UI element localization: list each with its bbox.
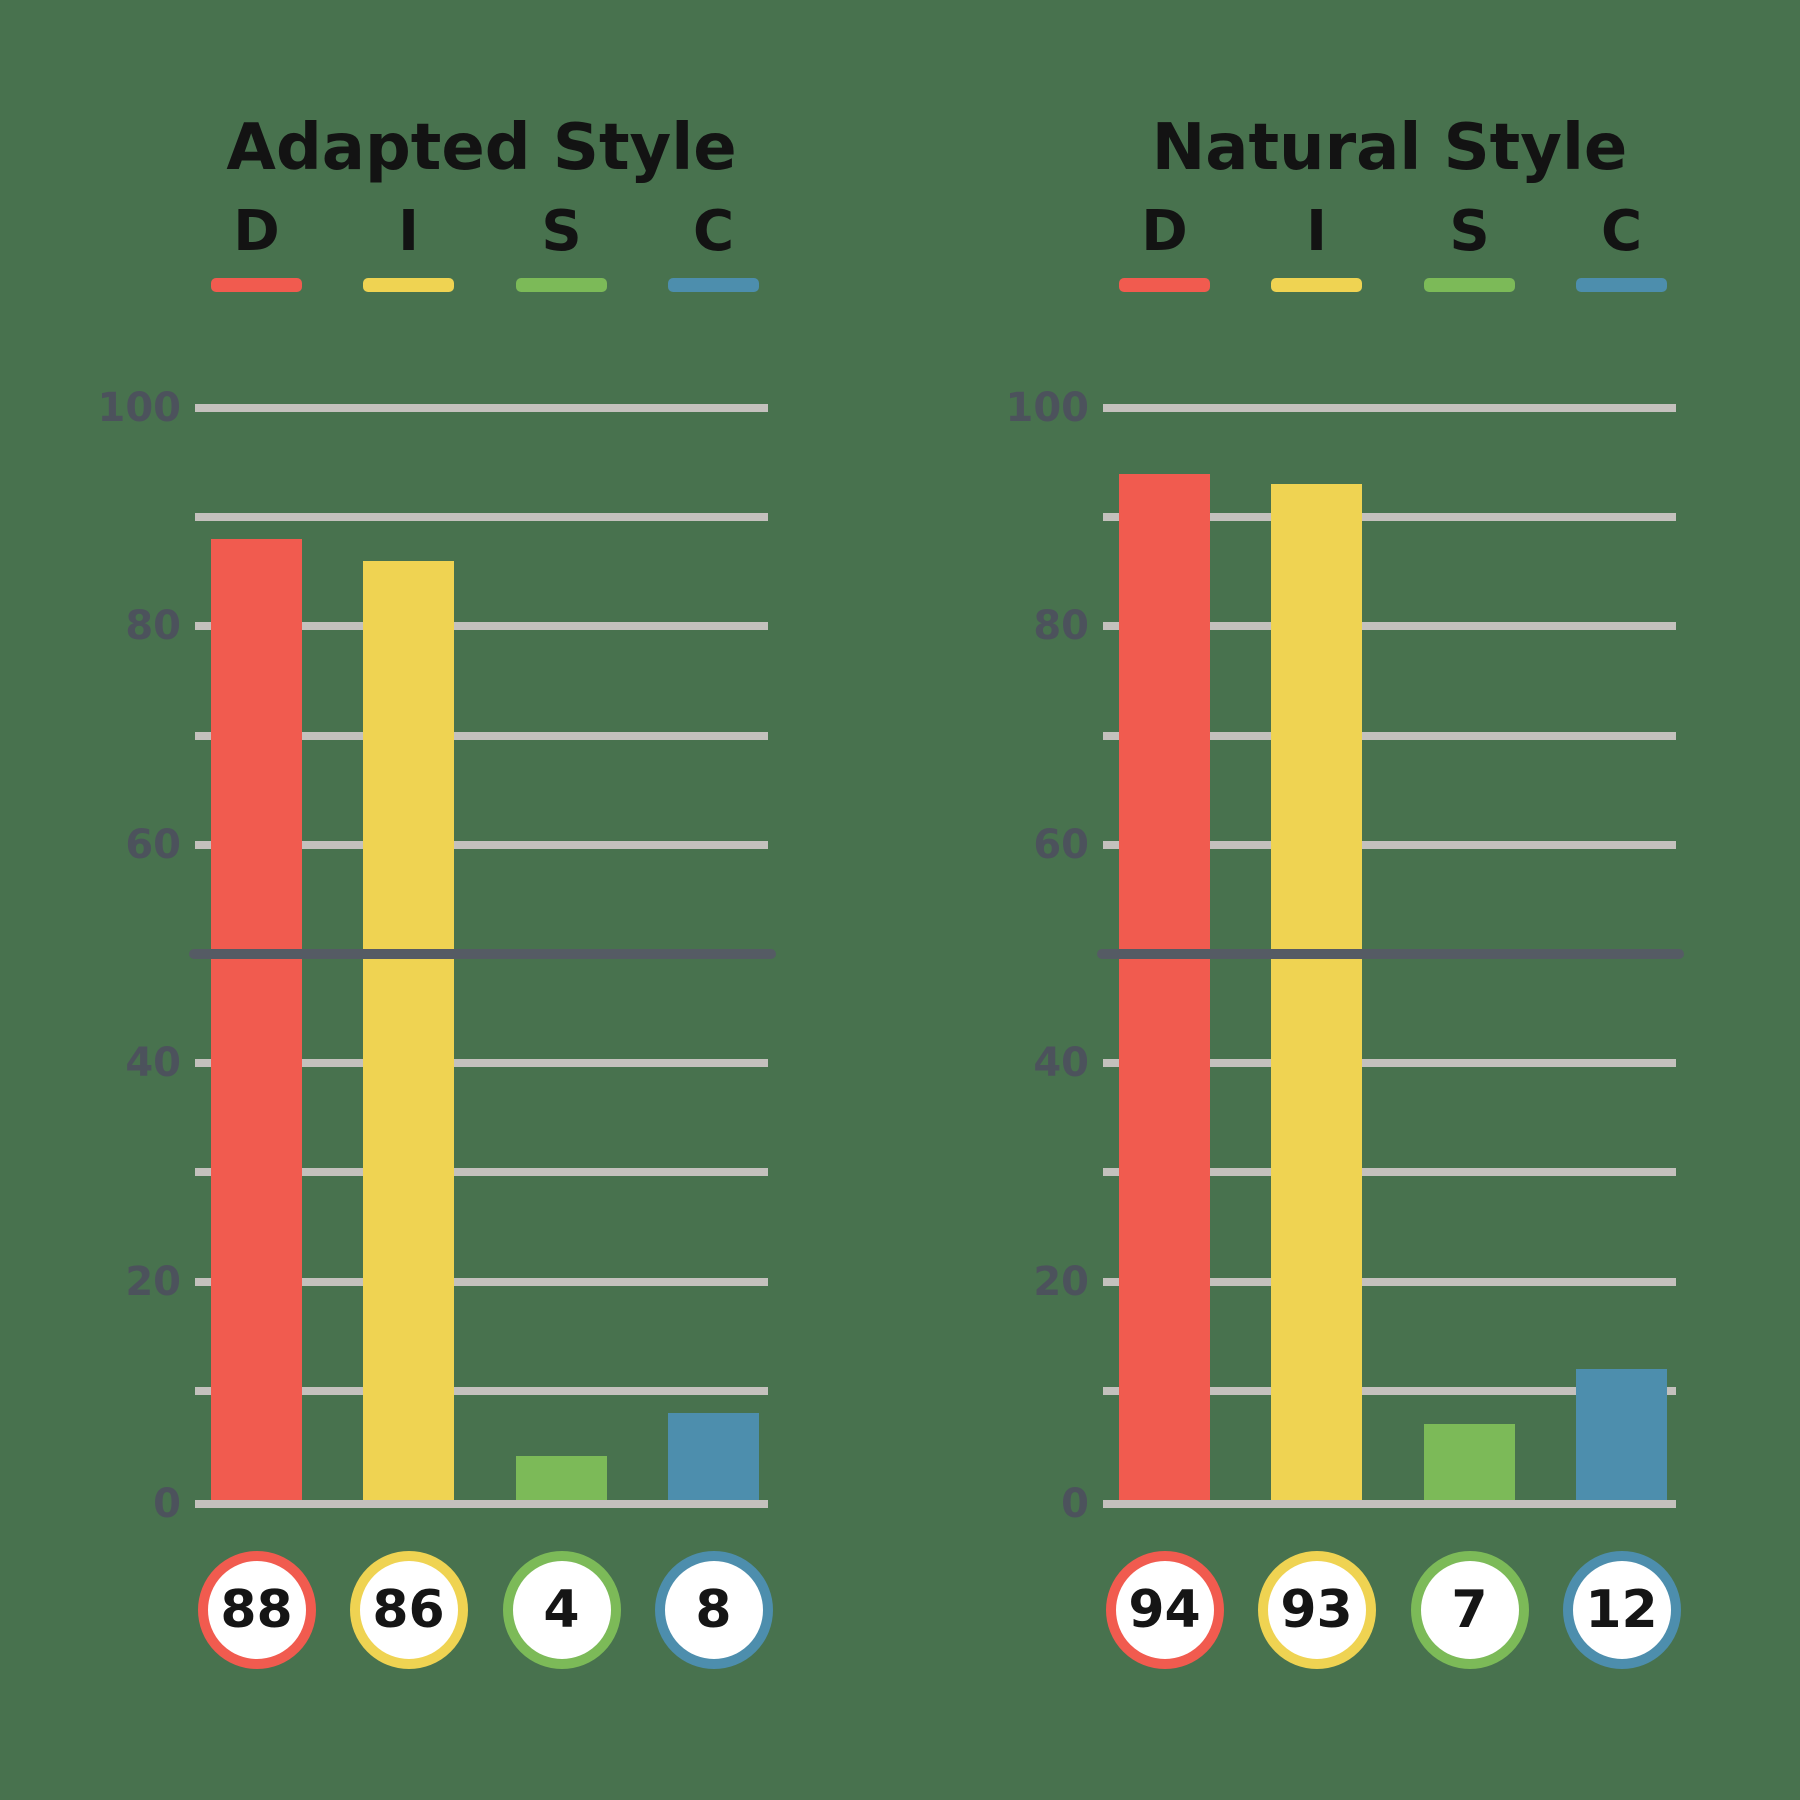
score-circle-S: 4 xyxy=(502,1551,621,1669)
score-circle-I: 93 xyxy=(1257,1551,1376,1669)
legend-item-D: D xyxy=(211,202,302,292)
y-axis-label-40: 40 xyxy=(125,1040,181,1087)
gridline-80 xyxy=(1103,622,1676,631)
score-circle-C: 8 xyxy=(654,1551,773,1669)
gridline-30 xyxy=(1103,1168,1676,1177)
bar-S xyxy=(1424,1423,1515,1500)
legend-label-C: C xyxy=(1600,199,1643,264)
y-axis-label-60: 60 xyxy=(125,821,181,868)
reference-line-50 xyxy=(189,949,776,959)
legend-item-C: C xyxy=(668,202,759,292)
bar-C xyxy=(1576,1368,1667,1500)
legend-label-D: D xyxy=(1141,199,1188,264)
chart-title: Natural Style xyxy=(1151,111,1628,185)
plot-area: 0 20 40 60 80 100 xyxy=(1006,388,1684,1524)
gridline-100 xyxy=(1103,404,1676,412)
y-axis-label-100: 100 xyxy=(1005,385,1090,431)
bar-S xyxy=(516,1456,607,1500)
gridline-0 xyxy=(195,1500,768,1508)
y-axis-label-40: 40 xyxy=(1033,1040,1089,1087)
y-axis-label-100: 100 xyxy=(97,385,182,431)
legend-item-D: D xyxy=(1119,202,1210,292)
gridline-20 xyxy=(1103,1277,1676,1286)
y-axis-label-0: 0 xyxy=(153,1481,181,1527)
gridline-80 xyxy=(195,622,768,631)
gridline-40 xyxy=(195,1059,768,1068)
score-circle-D: 94 xyxy=(1105,1551,1224,1669)
y-axis-label-80: 80 xyxy=(125,603,181,650)
bar-D xyxy=(1119,473,1210,1500)
legend-swatch-S xyxy=(516,278,607,292)
legend-label-S: S xyxy=(1449,199,1490,264)
bar-D xyxy=(211,539,302,1500)
gridline-100 xyxy=(195,404,768,412)
gridline-60 xyxy=(1103,840,1676,849)
score-circle-S: 7 xyxy=(1410,1551,1529,1669)
legend-swatch-D xyxy=(211,278,302,292)
y-axis-label-20: 20 xyxy=(125,1258,181,1305)
legend-item-I: I xyxy=(1271,202,1362,292)
gridline-60 xyxy=(195,840,768,849)
legend-swatch-S xyxy=(1424,278,1515,292)
legend-swatch-C xyxy=(668,278,759,292)
gridline-30 xyxy=(195,1168,768,1177)
gridline-90 xyxy=(195,513,768,522)
plot-area: 0 20 40 60 80 100 xyxy=(98,388,776,1524)
y-axis-label-0: 0 xyxy=(1061,1481,1089,1527)
natural-style-chart: Natural Style D I S C 0 20 40 60 80 100 94 93 7 12 xyxy=(908,0,1800,1800)
gridline-40 xyxy=(1103,1059,1676,1068)
y-axis-label-60: 60 xyxy=(1033,821,1089,868)
bar-C xyxy=(668,1412,759,1500)
legend-swatch-I xyxy=(363,278,454,292)
gridline-10 xyxy=(1103,1386,1676,1395)
gridline-20 xyxy=(195,1277,768,1286)
legend-swatch-I xyxy=(1271,278,1362,292)
legend-label-I: I xyxy=(398,199,419,264)
legend-label-S: S xyxy=(541,199,582,264)
gridline-90 xyxy=(1103,513,1676,522)
reference-line-50 xyxy=(1097,949,1684,959)
legend-label-C: C xyxy=(692,199,735,264)
gridline-70 xyxy=(195,731,768,740)
legend-swatch-D xyxy=(1119,278,1210,292)
adapted-style-chart: Adapted Style D I S C 0 20 40 60 80 100 88 86 4 8 xyxy=(0,0,900,1669)
y-axis-label-80: 80 xyxy=(1033,603,1089,650)
legend-item-S: S xyxy=(1424,202,1515,292)
y-axis-label-20: 20 xyxy=(1033,1258,1089,1305)
legend-swatch-C xyxy=(1576,278,1667,292)
legend-item-I: I xyxy=(363,202,454,292)
bar-I xyxy=(363,560,454,1500)
legend-label-D: D xyxy=(233,199,280,264)
score-circle-C: 12 xyxy=(1562,1551,1681,1669)
legend-item-C: C xyxy=(1576,202,1667,292)
bar-I xyxy=(1271,484,1362,1500)
gridline-0 xyxy=(1103,1500,1676,1508)
score-circle-D: 88 xyxy=(197,1551,316,1669)
gridline-70 xyxy=(1103,731,1676,740)
legend-item-S: S xyxy=(516,202,607,292)
chart-title: Adapted Style xyxy=(226,111,737,185)
gridline-10 xyxy=(195,1386,768,1395)
score-circle-I: 86 xyxy=(349,1551,468,1669)
legend-label-I: I xyxy=(1306,199,1327,264)
